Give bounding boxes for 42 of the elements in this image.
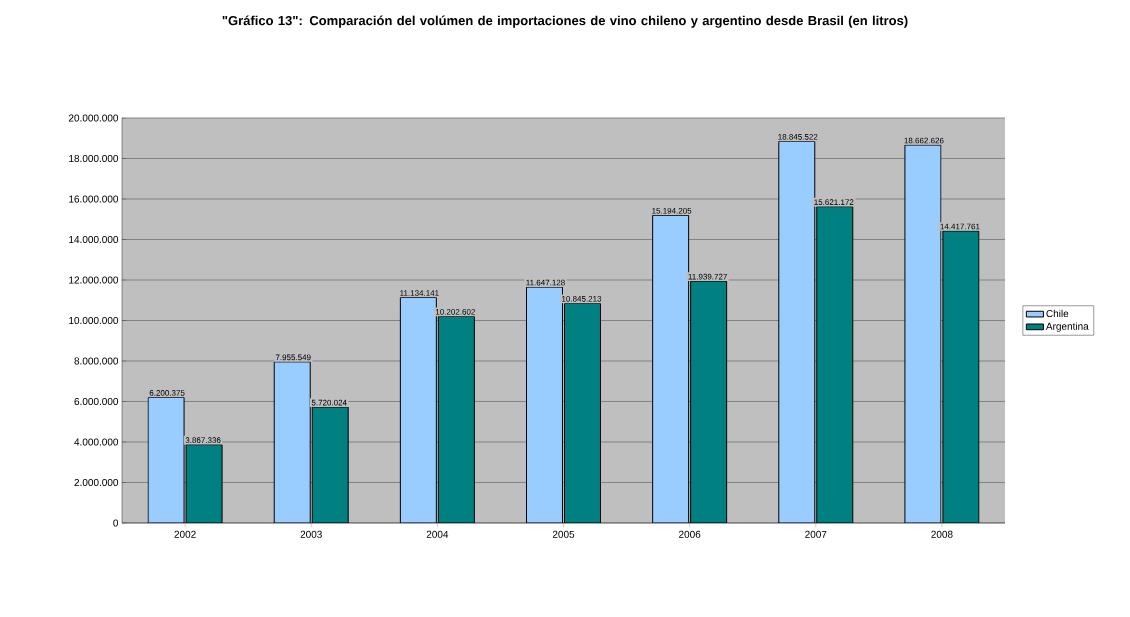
y-tick-label: 18.000.000 <box>69 154 119 163</box>
y-tick-label: 12.000.000 <box>69 276 119 284</box>
y-tick-label: 6.000.000 <box>74 397 119 406</box>
x-tick-label: 2008 <box>931 530 953 538</box>
bar <box>942 230 980 523</box>
bar <box>816 206 854 523</box>
x-tick-label: 2002 <box>174 530 196 538</box>
data-label: 11.134.141 <box>400 290 439 296</box>
x-tick-label: 2004 <box>426 530 449 538</box>
x-tick-label: 2007 <box>805 530 827 538</box>
y-tick-label: 2.000.000 <box>74 478 119 487</box>
x-tick-label: 2003 <box>300 530 322 538</box>
data-label: 15.621.172 <box>814 199 854 205</box>
data-label: 7.955.549 <box>275 354 311 361</box>
bar <box>437 315 475 523</box>
data-label: 10.845.213 <box>562 296 602 302</box>
chart-title: "Gráfico 13": Comparación del volúmen de importaciones de vino chileno y argentino desde Brasil (en litros) <box>222 15 908 28</box>
y-tick-label: 16.000.000 <box>69 195 119 203</box>
data-label: 3.867.336 <box>185 437 221 443</box>
data-label: 6.200.375 <box>149 390 185 396</box>
data-label: 18.845.522 <box>778 134 818 140</box>
data-label: 18.662.626 <box>904 137 944 144</box>
x-tick-label: 2006 <box>679 530 701 538</box>
y-tick-label: 8.000.000 <box>74 357 119 365</box>
data-label: 10.202.602 <box>435 309 475 315</box>
x-tick-label: 2005 <box>552 530 575 538</box>
data-label: 15.194.205 <box>652 207 692 214</box>
y-tick-label: 20.000.000 <box>68 114 119 122</box>
y-tick-label: 14.000.000 <box>69 235 119 244</box>
legend-label: Argentina <box>1045 322 1089 332</box>
bar <box>690 280 728 523</box>
bar <box>564 302 601 523</box>
data-label: 5.720.024 <box>311 399 347 406</box>
bar <box>185 444 223 523</box>
y-tick-label: 0 <box>113 519 119 527</box>
data-label: 11.939.727 <box>688 273 727 280</box>
bar <box>311 406 349 523</box>
data-label: 14.417.761 <box>940 223 980 230</box>
y-tick-label: 10.000.000 <box>69 316 119 325</box>
y-tick-label: 4.000.000 <box>74 438 119 446</box>
legend-label: Chile <box>1046 309 1069 318</box>
data-label: 11.647.128 <box>526 279 565 286</box>
